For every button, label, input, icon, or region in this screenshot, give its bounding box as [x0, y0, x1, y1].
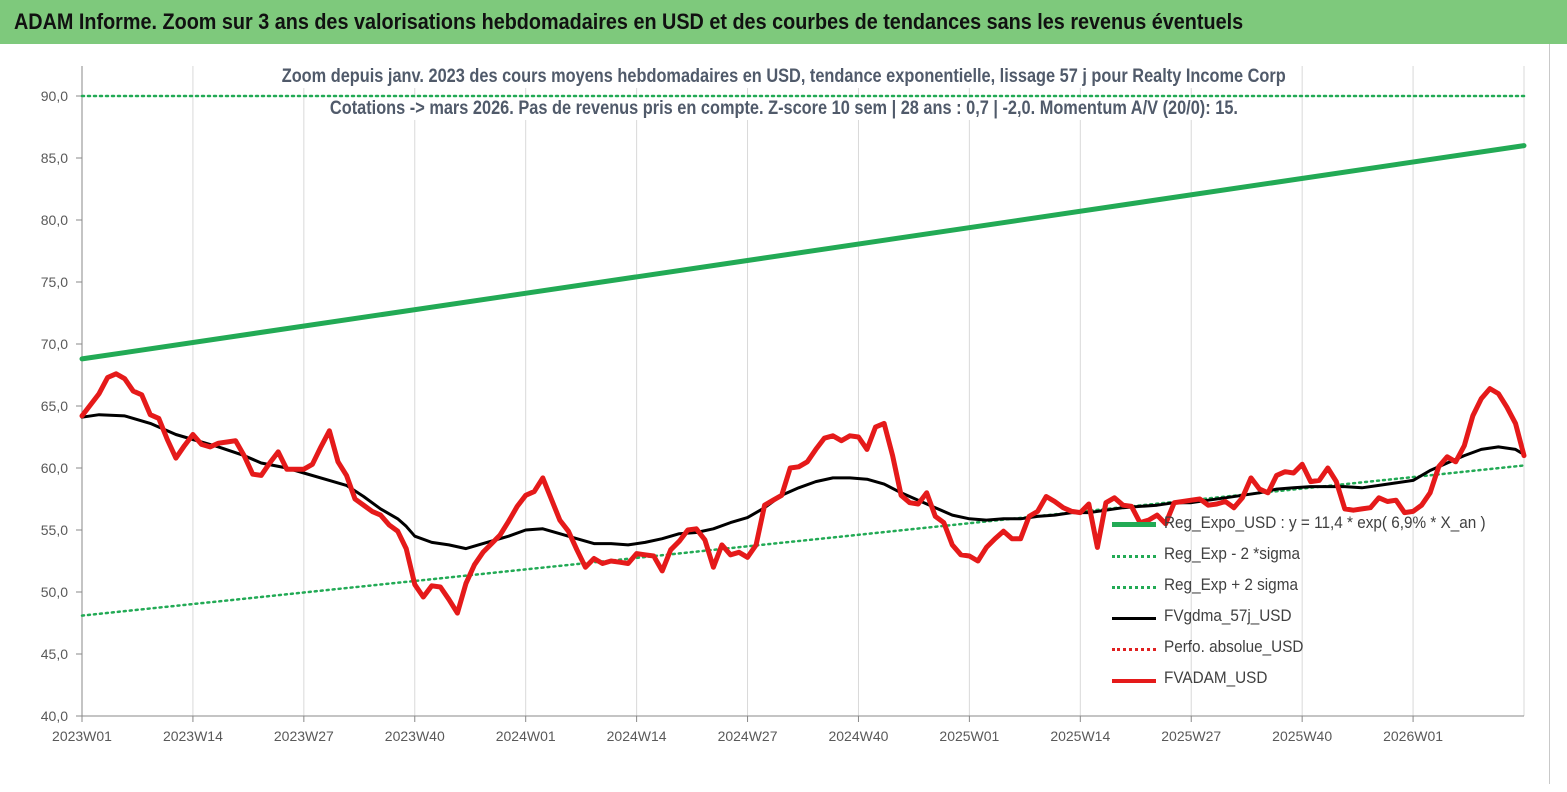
series-reg-expo-line	[79, 143, 1527, 362]
y-tick-label: 80,0	[41, 212, 68, 228]
line-chart: 40,0 45,0 50,0 55,0 60,0 65,0 70,0 75,0 80,0 85,0…	[41, 66, 1527, 744]
y-tick-label: 90,0	[41, 88, 68, 104]
report-header-bar: ADAM Informe. Zoom sur 3 ans des valoris…	[0, 0, 1567, 44]
chart-subtitle-text: Cotations -> mars 2026. Pas de revenus p…	[324, 98, 1243, 120]
x-tick-label: 2025W27	[1161, 728, 1221, 744]
x-tick-label: 2023W14	[163, 728, 223, 744]
x-tick-label: 2023W01	[52, 728, 112, 744]
legend-label: FVgdma_57j_USD	[1164, 606, 1292, 625]
y-tick-label: 70,0	[41, 336, 68, 352]
legend-label: Reg_Exp + 2 sigma	[1164, 575, 1298, 594]
series-reg-exp-minus-2sigma	[80, 464, 1526, 617]
y-tick-label: 65,0	[41, 398, 68, 414]
chart-title: Zoom depuis janv. 2023 des cours moyens …	[0, 66, 1567, 88]
chart-title-text: Zoom depuis janv. 2023 des cours moyens …	[276, 66, 1291, 88]
x-tick-label: 2023W27	[274, 728, 334, 744]
legend-swatch	[1112, 586, 1156, 589]
y-tick-label: 85,0	[41, 150, 68, 166]
y-tick-label: 75,0	[41, 274, 68, 290]
x-tick-label: 2025W01	[939, 728, 999, 744]
y-tick-label: 45,0	[41, 646, 68, 662]
x-tick-label: 2024W14	[607, 728, 667, 744]
legend-swatch	[1112, 555, 1156, 558]
y-tick-label: 55,0	[41, 522, 68, 538]
report-title: ADAM Informe. Zoom sur 3 ans des valoris…	[14, 9, 1244, 34]
legend-label: Perfo. absolue_USD	[1164, 637, 1304, 656]
y-tick-label: 60,0	[41, 460, 68, 476]
x-tick-label: 2024W01	[496, 728, 556, 744]
legend-swatch	[1112, 679, 1156, 683]
legend-swatch	[1112, 648, 1156, 651]
y-tick-label: 40,0	[41, 708, 68, 724]
x-tick-label: 2023W40	[385, 728, 445, 744]
chart-subtitle: Cotations -> mars 2026. Pas de revenus p…	[0, 98, 1567, 120]
x-tick-label: 2024W27	[718, 728, 778, 744]
legend-swatch	[1112, 522, 1156, 527]
x-tick-label: 2025W14	[1050, 728, 1110, 744]
x-tick-label: 2025W40	[1272, 728, 1332, 744]
x-tick-label: 2024W40	[828, 728, 888, 744]
chart-area: 40,0 45,0 50,0 55,0 60,0 65,0 70,0 75,0 80,0 85,0…	[0, 44, 1567, 792]
legend-label: FVADAM_USD	[1164, 668, 1268, 687]
series-fvgdma-57j	[80, 413, 1526, 551]
legend-swatch	[1112, 617, 1156, 620]
legend-label: Reg_Exp - 2 *sigma	[1164, 544, 1301, 563]
chart-frame-edge	[1549, 44, 1550, 784]
y-tick-label: 50,0	[41, 584, 68, 600]
legend-label: Reg_Expo_USD : y = 11,4 * exp( 6,9% * X_…	[1164, 513, 1486, 532]
series-fvadam	[79, 371, 1527, 616]
x-tick-label: 2026W01	[1383, 728, 1443, 744]
